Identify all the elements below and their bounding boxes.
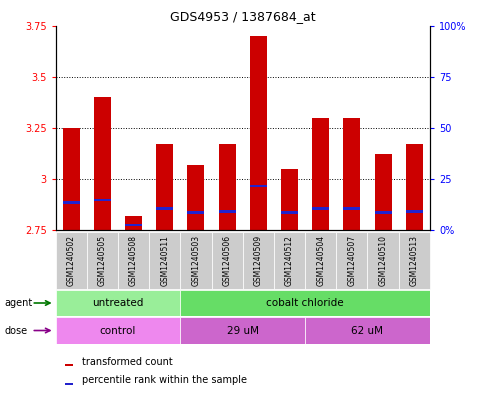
Text: GSM1240507: GSM1240507	[347, 235, 356, 286]
Text: GSM1240506: GSM1240506	[223, 235, 232, 286]
Bar	[343, 118, 360, 230]
Text: untreated: untreated	[92, 298, 143, 308]
FancyBboxPatch shape	[305, 317, 430, 344]
Bar	[187, 165, 204, 230]
Bar	[281, 169, 298, 230]
FancyBboxPatch shape	[180, 232, 212, 289]
Bar	[94, 199, 111, 202]
Text: GSM1240505: GSM1240505	[98, 235, 107, 286]
FancyBboxPatch shape	[180, 290, 430, 316]
Bar	[250, 185, 267, 187]
Text: GSM1240510: GSM1240510	[379, 235, 387, 286]
Text: dose: dose	[5, 325, 28, 336]
Bar	[187, 211, 204, 214]
Bar	[406, 210, 423, 213]
Bar	[406, 144, 423, 230]
FancyBboxPatch shape	[368, 232, 398, 289]
FancyBboxPatch shape	[56, 232, 87, 289]
Text: GSM1240508: GSM1240508	[129, 235, 138, 286]
FancyBboxPatch shape	[180, 317, 305, 344]
Text: GSM1240511: GSM1240511	[160, 235, 169, 286]
Bar	[156, 207, 173, 210]
FancyBboxPatch shape	[242, 232, 274, 289]
FancyBboxPatch shape	[212, 232, 242, 289]
Bar	[374, 154, 392, 230]
Bar	[63, 201, 80, 204]
Text: GSM1240513: GSM1240513	[410, 235, 419, 286]
Bar	[63, 128, 80, 230]
Text: percentile rank within the sample: percentile rank within the sample	[82, 375, 246, 386]
FancyBboxPatch shape	[56, 290, 180, 316]
Text: GSM1240504: GSM1240504	[316, 235, 325, 286]
Bar	[94, 97, 111, 230]
Bar	[156, 144, 173, 230]
FancyBboxPatch shape	[118, 232, 149, 289]
Text: transformed count: transformed count	[82, 356, 172, 367]
Bar	[343, 207, 360, 210]
Bar	[281, 211, 298, 214]
FancyBboxPatch shape	[398, 232, 430, 289]
Bar	[250, 36, 267, 230]
Text: 62 uM: 62 uM	[352, 325, 384, 336]
Bar	[218, 210, 236, 213]
Text: GSM1240512: GSM1240512	[285, 235, 294, 286]
Text: GSM1240509: GSM1240509	[254, 235, 263, 286]
Text: cobalt chloride: cobalt chloride	[266, 298, 344, 308]
Bar	[312, 118, 329, 230]
Text: 29 uM: 29 uM	[227, 325, 259, 336]
Bar	[125, 224, 142, 226]
Text: agent: agent	[5, 298, 33, 308]
Text: control: control	[100, 325, 136, 336]
Bar	[374, 211, 392, 214]
FancyBboxPatch shape	[87, 232, 118, 289]
Bar	[65, 383, 73, 385]
Title: GDS4953 / 1387684_at: GDS4953 / 1387684_at	[170, 10, 315, 23]
Text: GSM1240503: GSM1240503	[191, 235, 200, 286]
FancyBboxPatch shape	[274, 232, 305, 289]
Bar	[218, 144, 236, 230]
FancyBboxPatch shape	[305, 232, 336, 289]
Text: GSM1240502: GSM1240502	[67, 235, 76, 286]
FancyBboxPatch shape	[56, 317, 180, 344]
FancyBboxPatch shape	[336, 232, 368, 289]
Bar	[65, 364, 73, 366]
Bar	[312, 207, 329, 210]
FancyBboxPatch shape	[149, 232, 180, 289]
Bar	[125, 216, 142, 230]
